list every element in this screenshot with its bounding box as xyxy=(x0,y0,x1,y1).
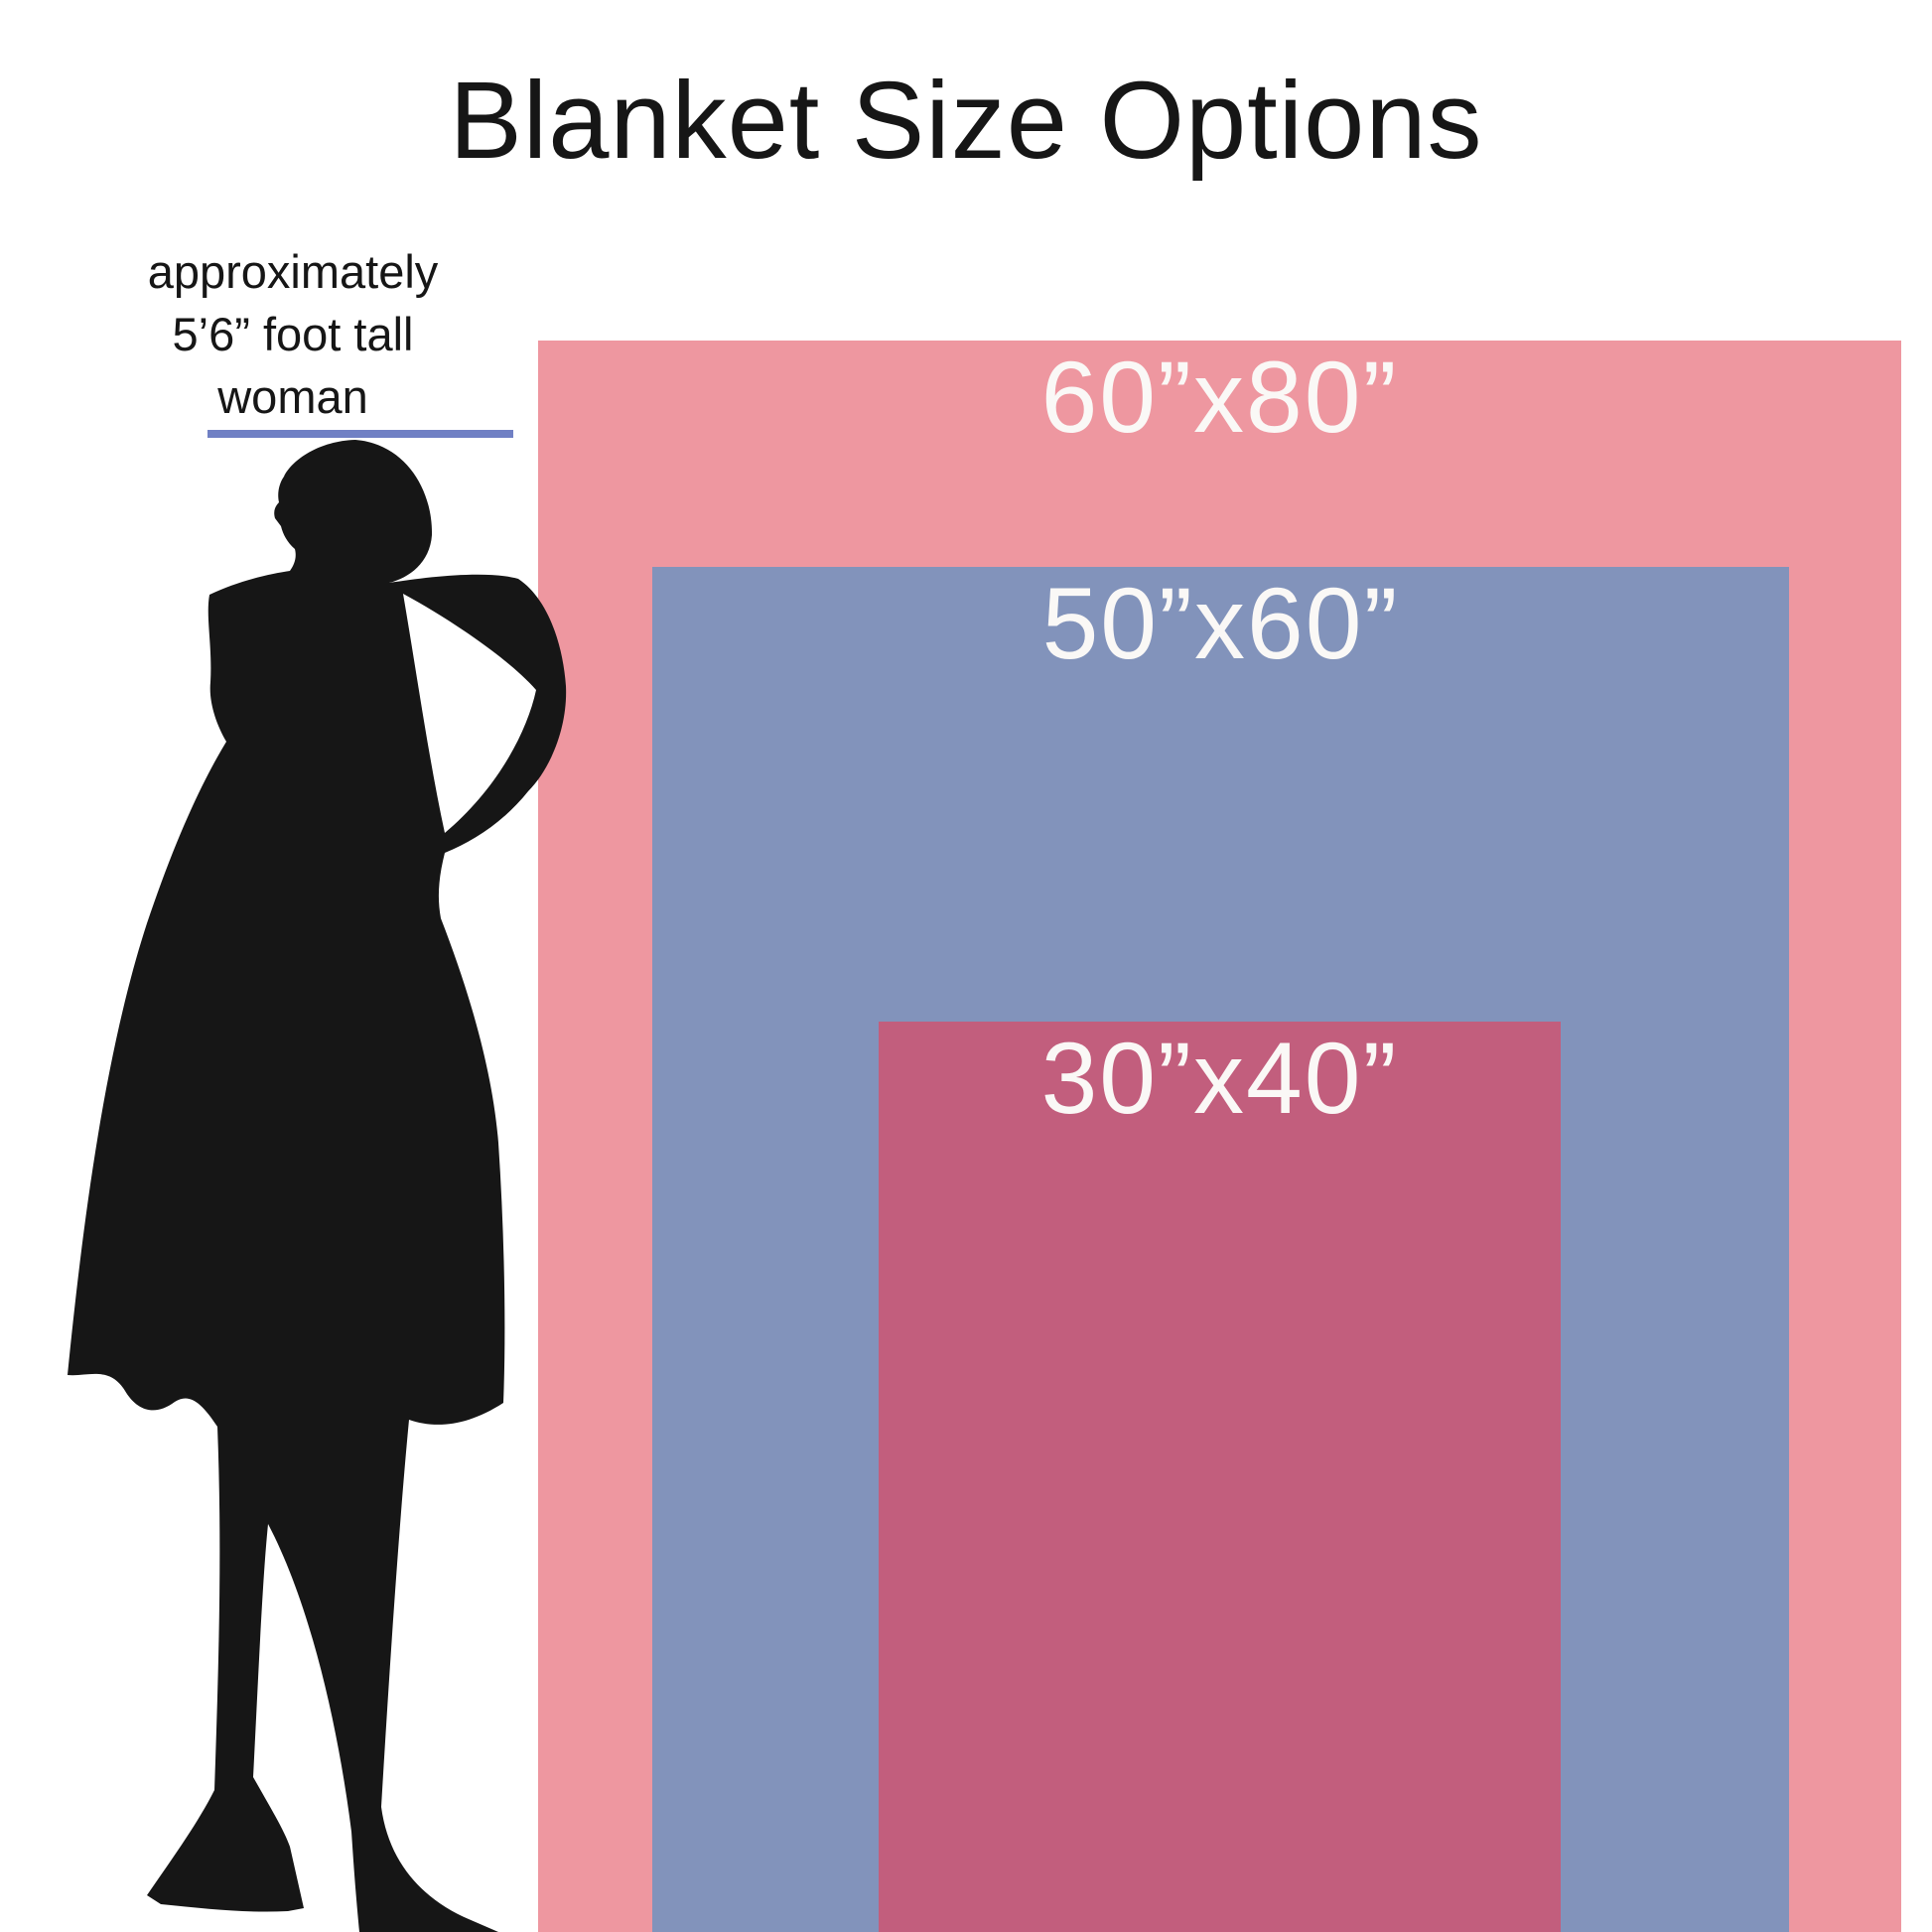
page-title: Blanket Size Options xyxy=(449,60,1483,182)
figure-height-caption: approximately 5’6” foot tall woman xyxy=(60,240,526,428)
blanket-30x40-label: 30”x40” xyxy=(1040,1022,1399,1135)
caption-line-2: 5’6” foot tall xyxy=(172,308,414,360)
blanket-50x60-label: 50”x60” xyxy=(1041,567,1400,680)
blanket-60x80-label: 60”x80” xyxy=(1040,341,1399,454)
height-reference-line xyxy=(207,430,513,438)
caption-line-3: woman xyxy=(217,370,368,423)
woman-silhouette xyxy=(68,440,567,1932)
blanket-30x40: 30”x40” xyxy=(879,1022,1561,1932)
caption-line-1: approximately xyxy=(147,245,439,298)
woman-silhouette-path xyxy=(68,440,567,1932)
